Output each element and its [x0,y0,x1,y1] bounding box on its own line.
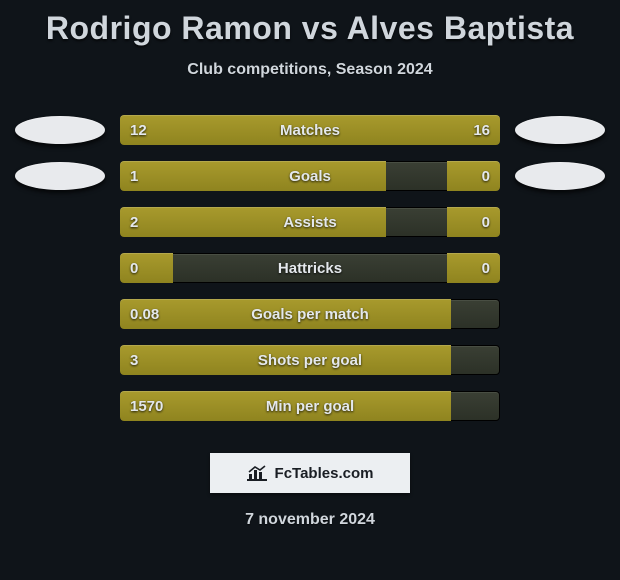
value-left: 1570 [130,398,163,415]
bar-left-fill [120,299,451,329]
bar-right-fill [447,207,500,237]
bar-right-fill [447,253,500,283]
stat-row: 1570Min per goal [0,383,620,429]
bar-track [120,253,500,283]
stat-row: 1Goals0 [0,153,620,199]
date-text: 7 november 2024 [0,511,620,529]
bar-wrap: 0Hattricks0 [120,253,500,283]
bar-right-fill [261,115,500,145]
value-left: 12 [130,122,147,139]
bar-right-fill [447,161,500,191]
watermark-text: FcTables.com [275,465,374,482]
value-right: 0 [482,214,490,231]
bar-wrap: 1Goals0 [120,161,500,191]
subtitle: Club competitions, Season 2024 [0,61,620,79]
value-left: 1 [130,168,138,185]
value-right: 16 [473,122,490,139]
value-right: 0 [482,260,490,277]
chart-icon [247,465,267,481]
team-logo-left [15,162,105,190]
bar-wrap: 1570Min per goal [120,391,500,421]
stat-row: 0.08Goals per match [0,291,620,337]
bar-left-fill [120,207,386,237]
watermark-badge: FcTables.com [210,453,410,493]
bar-wrap: 0.08Goals per match [120,299,500,329]
bar-wrap: 3Shots per goal [120,345,500,375]
value-left: 3 [130,352,138,369]
bar-wrap: 12Matches16 [120,115,500,145]
stat-row: 2Assists0 [0,199,620,245]
left-logo-slot [0,116,120,144]
page-title: Rodrigo Ramon vs Alves Baptista [0,0,620,47]
bar-left-fill [120,345,451,375]
right-logo-slot [500,116,620,144]
team-logo-right [515,162,605,190]
team-logo-left [15,116,105,144]
bar-left-fill [120,161,386,191]
value-left: 0.08 [130,306,159,323]
team-logo-right [515,116,605,144]
stat-row: 3Shots per goal [0,337,620,383]
right-logo-slot [500,162,620,190]
comparison-chart: 12Matches16 1Goals0 2Assists0 0Hattricks0 0.… [0,107,620,429]
value-right: 0 [482,168,490,185]
left-logo-slot [0,162,120,190]
bar-left-fill [120,253,173,283]
stat-row: 12Matches16 [0,107,620,153]
bar-left-fill [120,391,451,421]
stat-row: 0Hattricks0 [0,245,620,291]
value-left: 0 [130,260,138,277]
bar-wrap: 2Assists0 [120,207,500,237]
value-left: 2 [130,214,138,231]
